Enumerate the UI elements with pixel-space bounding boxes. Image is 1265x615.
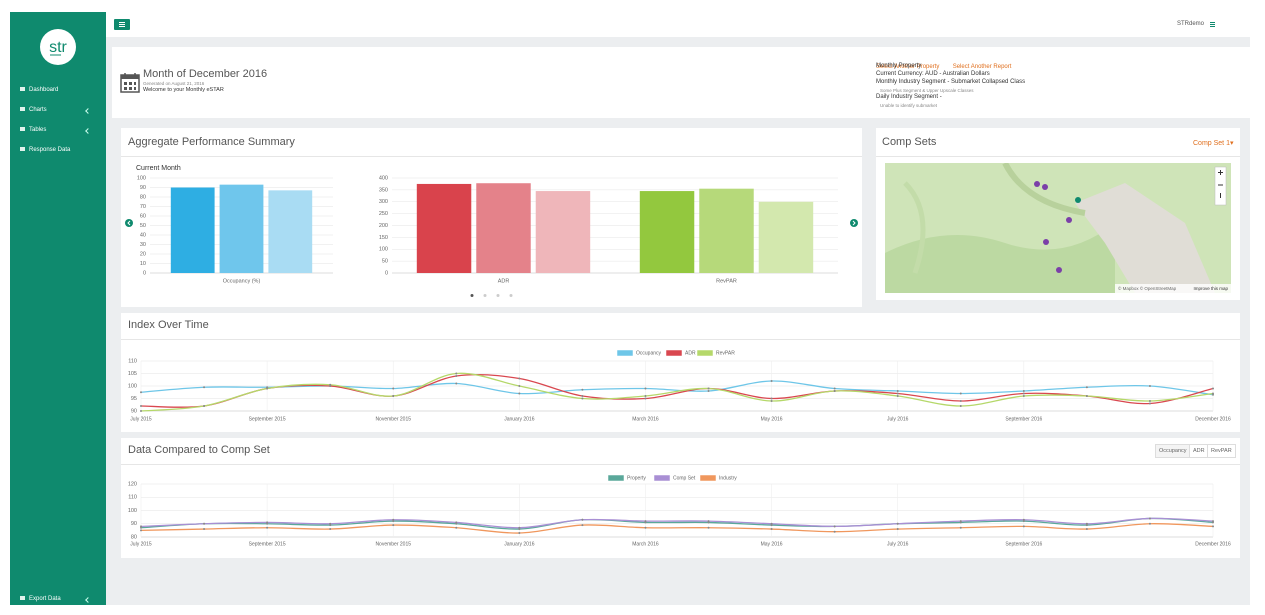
metric-button[interactable]: ADR [1189,444,1209,458]
nav-item[interactable]: Charts [20,107,100,114]
nav-label: Response Data [29,147,71,153]
logo: str [40,29,76,65]
nav-item[interactable]: Dashboard [20,87,58,93]
detail-line: Daily Industry Segment - [876,94,942,100]
index-panel [121,313,1240,432]
panel-title: Aggregate Performance Summary [128,136,295,148]
nav-label: Export Data [29,596,61,602]
detail-line: Current Currency: AUD - Australian Dolla… [876,71,990,77]
compare-panel [121,438,1240,558]
dropdown-label: Comp Set 1 [1193,140,1230,147]
panel-title: Data Compared to Comp Set [128,444,270,456]
detail-note: Unable to identify submarket [880,103,938,108]
header-links: Select Another Property Select Another R… [876,55,1011,73]
panel-title: Comp Sets [882,136,937,148]
user-menu-icon[interactable] [1210,22,1215,23]
metric-button[interactable]: RevPAR [1207,444,1236,458]
logo-text: str [49,39,67,56]
carousel-next[interactable] [849,218,859,228]
summary-panel [121,128,862,307]
welcome: Welcome to your Monthly eSTAR [143,87,224,93]
nav-item[interactable]: Tables [20,127,100,134]
select-property-link[interactable]: Select Another Property [876,64,940,70]
topbar: STRdemo [106,12,1250,37]
detail-line: Monthly Property [876,63,922,69]
panel-title: Index Over Time [128,319,209,331]
metric-button[interactable]: Occupancy [1155,444,1191,458]
map-attribution: © Mapbox © OpenStreetMap [1118,285,1177,291]
detail-note: Some Plus Segment & Upper Upscale Classe… [880,88,974,93]
calendar-icon [120,73,140,93]
user-name[interactable]: STRdemo [1177,21,1205,27]
report-title: Month of December 2016 [143,68,268,80]
menu-toggle[interactable] [114,19,130,30]
sidebar: str Dashboard Charts Tables Response Dat… [10,12,106,605]
comp-set-dropdown[interactable]: Comp Set 1▾ [1193,140,1234,147]
nav-item[interactable]: Response Data [20,147,70,153]
detail-line: Monthly Industry Segment - Submarket Col… [876,79,1026,85]
carousel-dots[interactable] [468,293,516,298]
header-panel: Month of December 2016 Generated on Augu… [112,47,1250,118]
improve-map-link[interactable]: Improve this map [1193,286,1228,291]
nav-label: Charts [29,107,47,113]
nav-label: Dashboard [29,87,59,93]
map[interactable]: © Mapbox © OpenStreetMap Improve this ma… [885,163,1231,293]
nav-label: Tables [29,127,47,133]
export-data[interactable]: Export Data [20,596,100,603]
generated-date: Generated on August 21, 2016 [143,81,205,86]
select-report-link[interactable]: Select Another Report [952,64,1012,70]
carousel-prev[interactable] [124,218,134,228]
